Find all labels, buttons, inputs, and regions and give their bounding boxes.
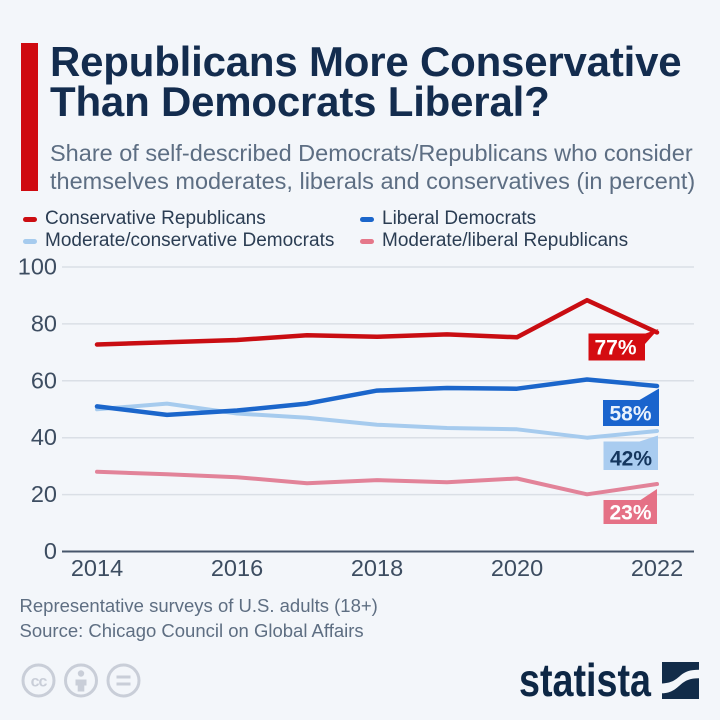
svg-text:2020: 2020 xyxy=(491,555,543,581)
svg-text:58%: 58% xyxy=(609,403,651,426)
svg-text:23%: 23% xyxy=(609,502,651,525)
svg-text:60: 60 xyxy=(31,367,57,393)
svg-text:statista: statista xyxy=(519,655,651,705)
svg-text:2014: 2014 xyxy=(71,555,123,581)
svg-text:2016: 2016 xyxy=(211,555,263,581)
svg-text:100: 100 xyxy=(18,254,57,280)
svg-text:80: 80 xyxy=(31,310,57,336)
svg-text:40: 40 xyxy=(31,424,57,450)
svg-text:42%: 42% xyxy=(610,448,652,471)
svg-text:2022: 2022 xyxy=(631,555,683,581)
svg-text:20: 20 xyxy=(31,481,57,507)
svg-text:cc: cc xyxy=(31,674,48,691)
svg-text:77%: 77% xyxy=(594,337,636,360)
svg-text:0: 0 xyxy=(44,538,57,564)
svg-text:2018: 2018 xyxy=(351,555,403,581)
